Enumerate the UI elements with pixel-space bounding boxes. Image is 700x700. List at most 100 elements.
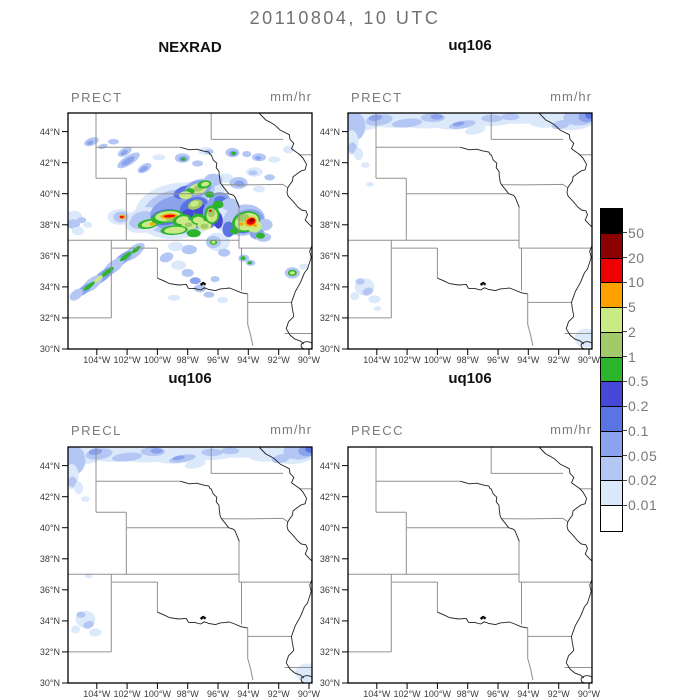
precip-cell bbox=[221, 447, 240, 455]
lon-tick-label: 100°W bbox=[143, 689, 171, 699]
precip-cell bbox=[68, 219, 81, 229]
lat-tick-label: 40°N bbox=[39, 188, 60, 199]
lat-tick-label: 40°N bbox=[39, 522, 60, 533]
precip-cell bbox=[222, 221, 235, 238]
lat-tick-label: 44°N bbox=[39, 460, 60, 471]
map-boundary-line bbox=[479, 615, 487, 620]
colorbar-box bbox=[601, 431, 622, 457]
lake-outline bbox=[300, 341, 312, 349]
colorbar-tick bbox=[623, 455, 627, 457]
unit-label-4: mm/hr bbox=[550, 422, 592, 437]
lon-tick-label: 94°W bbox=[517, 355, 540, 365]
lat-tick-label: 32°N bbox=[319, 312, 340, 323]
colorbar-label: 0.02 bbox=[628, 472, 658, 489]
lon-tick-label: 102°W bbox=[113, 355, 141, 365]
lon-tick-label: 90°W bbox=[577, 355, 601, 365]
map-panel-uq106-precl bbox=[62, 446, 313, 689]
precip-cell bbox=[159, 252, 174, 263]
lon-tick-label: 92°W bbox=[547, 355, 570, 365]
colorbar-box bbox=[601, 283, 622, 309]
precip-cell bbox=[120, 149, 128, 156]
lake-outline bbox=[300, 675, 312, 683]
precip-cell bbox=[574, 328, 592, 348]
lat-tick-label: 44°N bbox=[39, 126, 60, 137]
precip-cell bbox=[452, 121, 465, 127]
lat-tick-label: 30°N bbox=[39, 344, 60, 354]
precip-cell bbox=[373, 306, 382, 311]
colorbar-tick bbox=[623, 232, 627, 234]
lat-tick-label: 30°N bbox=[39, 678, 60, 688]
precip-cell bbox=[207, 207, 216, 218]
map-boundary-line bbox=[221, 517, 289, 523]
precip-cell bbox=[201, 181, 210, 187]
map-boundary-line bbox=[437, 277, 528, 295]
precip-cell bbox=[230, 227, 240, 235]
map-boundary-line bbox=[527, 293, 534, 347]
precip-cell bbox=[368, 114, 383, 121]
lon-tick-label: 96°W bbox=[486, 355, 510, 365]
precip-cell bbox=[348, 142, 357, 154]
map-boundary-line bbox=[285, 245, 312, 345]
precip-cell bbox=[350, 292, 360, 301]
precip-cell bbox=[585, 113, 592, 119]
precip-cell bbox=[141, 220, 157, 228]
variable-label-precc: PRECC bbox=[351, 423, 405, 438]
map-boundary-line bbox=[460, 480, 520, 542]
map-boundary-line bbox=[565, 579, 592, 679]
colorbar-tick bbox=[623, 479, 627, 481]
precip-cell bbox=[252, 185, 266, 193]
precip-cell bbox=[179, 191, 192, 200]
lon-tick-label: 90°W bbox=[577, 689, 601, 699]
map-boundary-line bbox=[221, 183, 289, 189]
unit-label-1: mm/hr bbox=[270, 89, 312, 104]
precip-cell bbox=[212, 200, 224, 209]
lat-tick-label: 38°N bbox=[319, 219, 340, 230]
lat-tick-label: 38°N bbox=[39, 219, 60, 230]
colorbar-box bbox=[601, 209, 622, 234]
precip-cell bbox=[171, 260, 187, 270]
precip-cell bbox=[181, 244, 197, 255]
precip-cell bbox=[181, 268, 194, 277]
colorbar-tick bbox=[623, 405, 627, 407]
lat-tick-label: 36°N bbox=[319, 250, 340, 261]
colorbar-box bbox=[601, 506, 622, 531]
lat-tick-label: 30°N bbox=[319, 678, 340, 688]
colorbar bbox=[600, 208, 623, 532]
precip-cell bbox=[430, 114, 443, 120]
colorbar-label: 0.05 bbox=[628, 447, 658, 464]
precip-cell bbox=[201, 448, 223, 457]
precip-cell bbox=[168, 241, 184, 252]
lon-tick-label: 100°W bbox=[423, 689, 451, 699]
precip-cell bbox=[83, 221, 93, 228]
precip-cell bbox=[108, 138, 119, 145]
precip-cell bbox=[264, 174, 275, 181]
lon-tick-label: 104°W bbox=[83, 689, 111, 699]
precip-cell bbox=[305, 447, 312, 453]
variable-label-precl: PRECL bbox=[71, 423, 122, 438]
map-boundary-line bbox=[258, 113, 312, 228]
precip-cell bbox=[101, 267, 114, 278]
colorbar-label: 10 bbox=[628, 274, 645, 291]
precip-cell bbox=[283, 145, 294, 154]
precip-cell bbox=[184, 459, 206, 469]
lon-tick-label: 104°W bbox=[83, 355, 111, 365]
map-boundary-line bbox=[199, 281, 207, 286]
colorbar-tick bbox=[623, 306, 627, 308]
precip-cell bbox=[248, 170, 258, 176]
lon-tick-label: 92°W bbox=[267, 689, 290, 699]
precip-cell bbox=[391, 118, 423, 128]
lat-tick-label: 32°N bbox=[39, 312, 60, 323]
lat-tick-label: 40°N bbox=[319, 522, 340, 533]
precip-cell bbox=[119, 251, 132, 262]
colorbar-box bbox=[601, 456, 622, 482]
precip-cell bbox=[242, 151, 252, 158]
precip-cell bbox=[88, 448, 103, 455]
precip-cell bbox=[120, 215, 124, 219]
colorbar-tick bbox=[623, 430, 627, 432]
map-frame bbox=[67, 446, 313, 684]
lon-tick-label: 90°W bbox=[297, 689, 321, 699]
precip-cell bbox=[253, 224, 257, 227]
precip-cell bbox=[150, 448, 163, 454]
precip-cell bbox=[68, 476, 77, 488]
